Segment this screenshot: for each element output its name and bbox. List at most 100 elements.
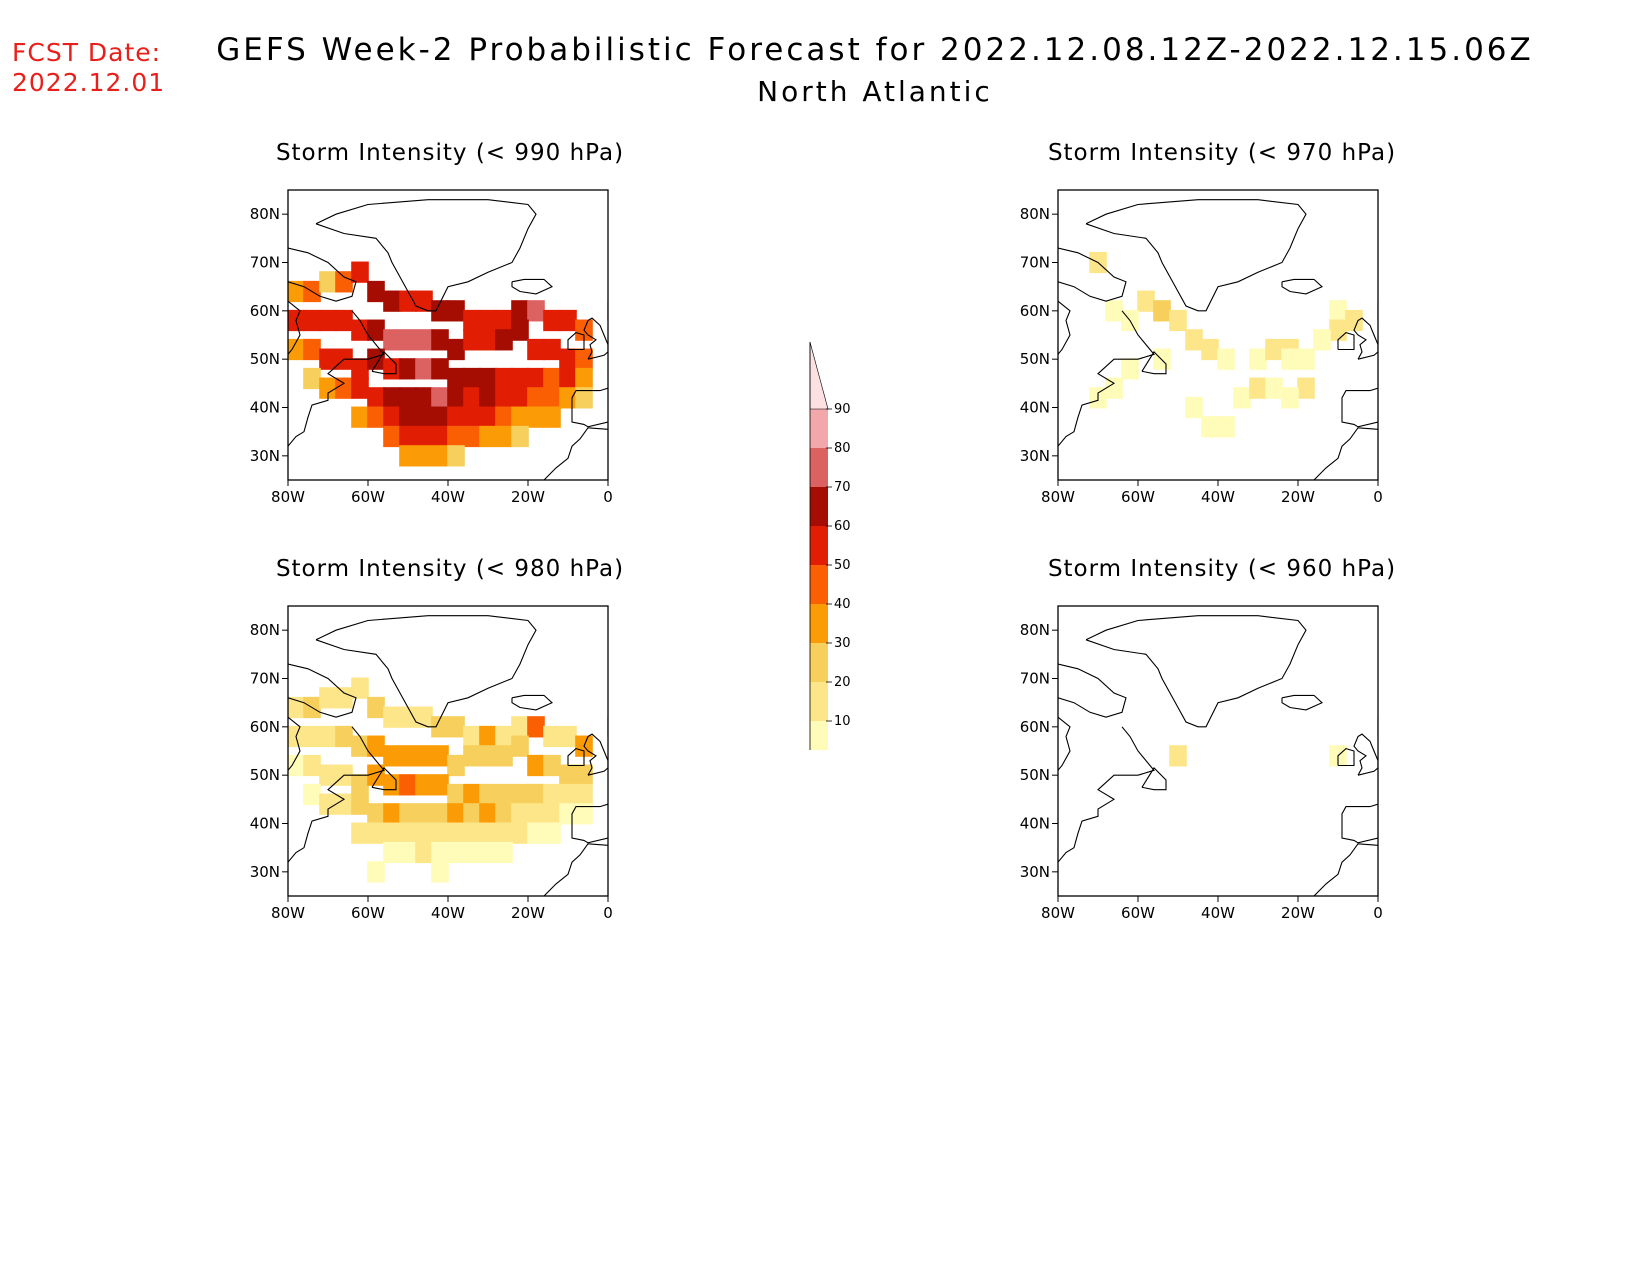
x-tick-label: 40W: [1201, 488, 1235, 506]
colorbar-swatch: [810, 604, 828, 643]
probability-cell: [367, 406, 385, 428]
probability-cell: [415, 841, 433, 864]
probability-cell: [399, 445, 417, 467]
colorbar-swatch: [810, 487, 828, 526]
y-tick-label: 40N: [250, 815, 280, 833]
probability-cell: [351, 677, 369, 699]
probability-cell: [495, 309, 513, 332]
probability-cell: [351, 358, 369, 380]
y-tick-label: 70N: [1020, 254, 1050, 272]
probability-cell: [495, 783, 513, 806]
x-tick-label: 20W: [511, 488, 545, 506]
probability-cell: [1169, 309, 1187, 332]
x-tick-label: 80W: [1041, 488, 1075, 506]
probability-cell: [431, 861, 449, 883]
probability-cell: [415, 406, 433, 428]
probability-cell: [1297, 377, 1315, 399]
y-tick-label: 70N: [1020, 670, 1050, 688]
colorbar-label: 60: [834, 519, 851, 534]
probability-cell: [383, 406, 401, 428]
probability-cell: [415, 329, 433, 351]
y-tick-label: 30N: [1020, 863, 1050, 881]
y-tick-label: 60N: [250, 718, 280, 736]
y-tick-label: 80N: [250, 205, 280, 223]
probability-cell: [319, 377, 337, 399]
coastline-labrador: [288, 716, 301, 771]
probability-cell: [431, 774, 449, 796]
probability-cell: [1201, 416, 1219, 438]
probability-cell: [383, 387, 401, 409]
probability-cell: [351, 261, 369, 283]
coastline-greenland: [315, 615, 537, 728]
probability-cell: [399, 329, 417, 351]
y-tick-label: 60N: [1020, 718, 1050, 736]
x-tick-label: 0: [1373, 488, 1383, 506]
probability-cell: [383, 358, 401, 380]
probability-cell: [511, 735, 529, 757]
probability-cell: [495, 425, 513, 448]
probability-cell: [447, 754, 465, 777]
coastline-ireland: [567, 747, 585, 767]
probability-cell: [543, 783, 561, 806]
probability-cell: [1121, 358, 1139, 380]
probability-cell: [319, 764, 337, 786]
probability-cell: [415, 290, 433, 312]
coastline-labrador: [1058, 716, 1071, 771]
probability-cell: [415, 358, 433, 380]
probability-cell: [415, 822, 433, 844]
x-tick-label: 40W: [431, 488, 465, 506]
probability-cell: [543, 367, 561, 390]
probability-cell: [447, 300, 465, 322]
coastline-britain: [583, 733, 608, 776]
probability-cell: [431, 300, 449, 322]
colorbar-swatch: [810, 682, 828, 721]
coastline-greenland: [315, 199, 537, 312]
probability-cell: [479, 329, 497, 351]
coastline-labrador: [288, 300, 301, 355]
coastline-africa: [1313, 843, 1378, 896]
probability-cell: [447, 387, 465, 409]
coastline-quebec_coast: [1058, 726, 1155, 863]
colorbar-label: 50: [834, 558, 851, 573]
coastline-iberia: [571, 387, 608, 428]
probability-cell: [1265, 377, 1283, 399]
probability-cell: [575, 803, 593, 825]
probability-cell: [527, 387, 545, 409]
probability-cell: [431, 425, 449, 448]
probability-cell: [1217, 416, 1235, 438]
colorbar-label: 80: [834, 441, 851, 456]
probability-cell: [303, 367, 321, 390]
probability-cell: [559, 783, 577, 806]
probability-cell: [415, 387, 433, 409]
probability-cell: [527, 716, 545, 738]
probability-cell: [415, 425, 433, 448]
probability-cell: [399, 290, 417, 312]
probability-cell: [447, 822, 465, 844]
coastline-britain: [1353, 317, 1378, 360]
colorbar-label: 40: [834, 597, 851, 612]
coastline-newfoundland: [371, 351, 397, 375]
probability-cell: [351, 735, 369, 757]
x-tick-label: 20W: [511, 904, 545, 922]
probability-cell: [495, 803, 513, 825]
probability-cell: [575, 783, 593, 806]
probability-cell: [527, 300, 545, 322]
coastline-iceland: [511, 694, 553, 711]
x-tick-label: 80W: [271, 904, 305, 922]
coastline-britain: [583, 317, 608, 360]
probability-cell: [543, 406, 561, 428]
x-tick-label: 0: [1373, 904, 1383, 922]
y-tick-label: 50N: [250, 766, 280, 784]
probability-cell: [479, 725, 497, 748]
map-panel-980: 80W 60W 40W 20W 0 30N 40N 50N 60N 70N 80N: [250, 605, 613, 922]
probability-cell: [431, 841, 449, 864]
probability-cell: [511, 387, 529, 409]
colorbar-label: 70: [834, 480, 851, 495]
coastline-greenland: [1085, 199, 1307, 312]
probability-cell: [351, 822, 369, 844]
probability-cell: [463, 745, 481, 767]
probability-cell: [575, 367, 593, 390]
y-tick-label: 30N: [1020, 447, 1050, 465]
probability-cell: [511, 319, 529, 341]
probability-cell: [367, 387, 385, 409]
